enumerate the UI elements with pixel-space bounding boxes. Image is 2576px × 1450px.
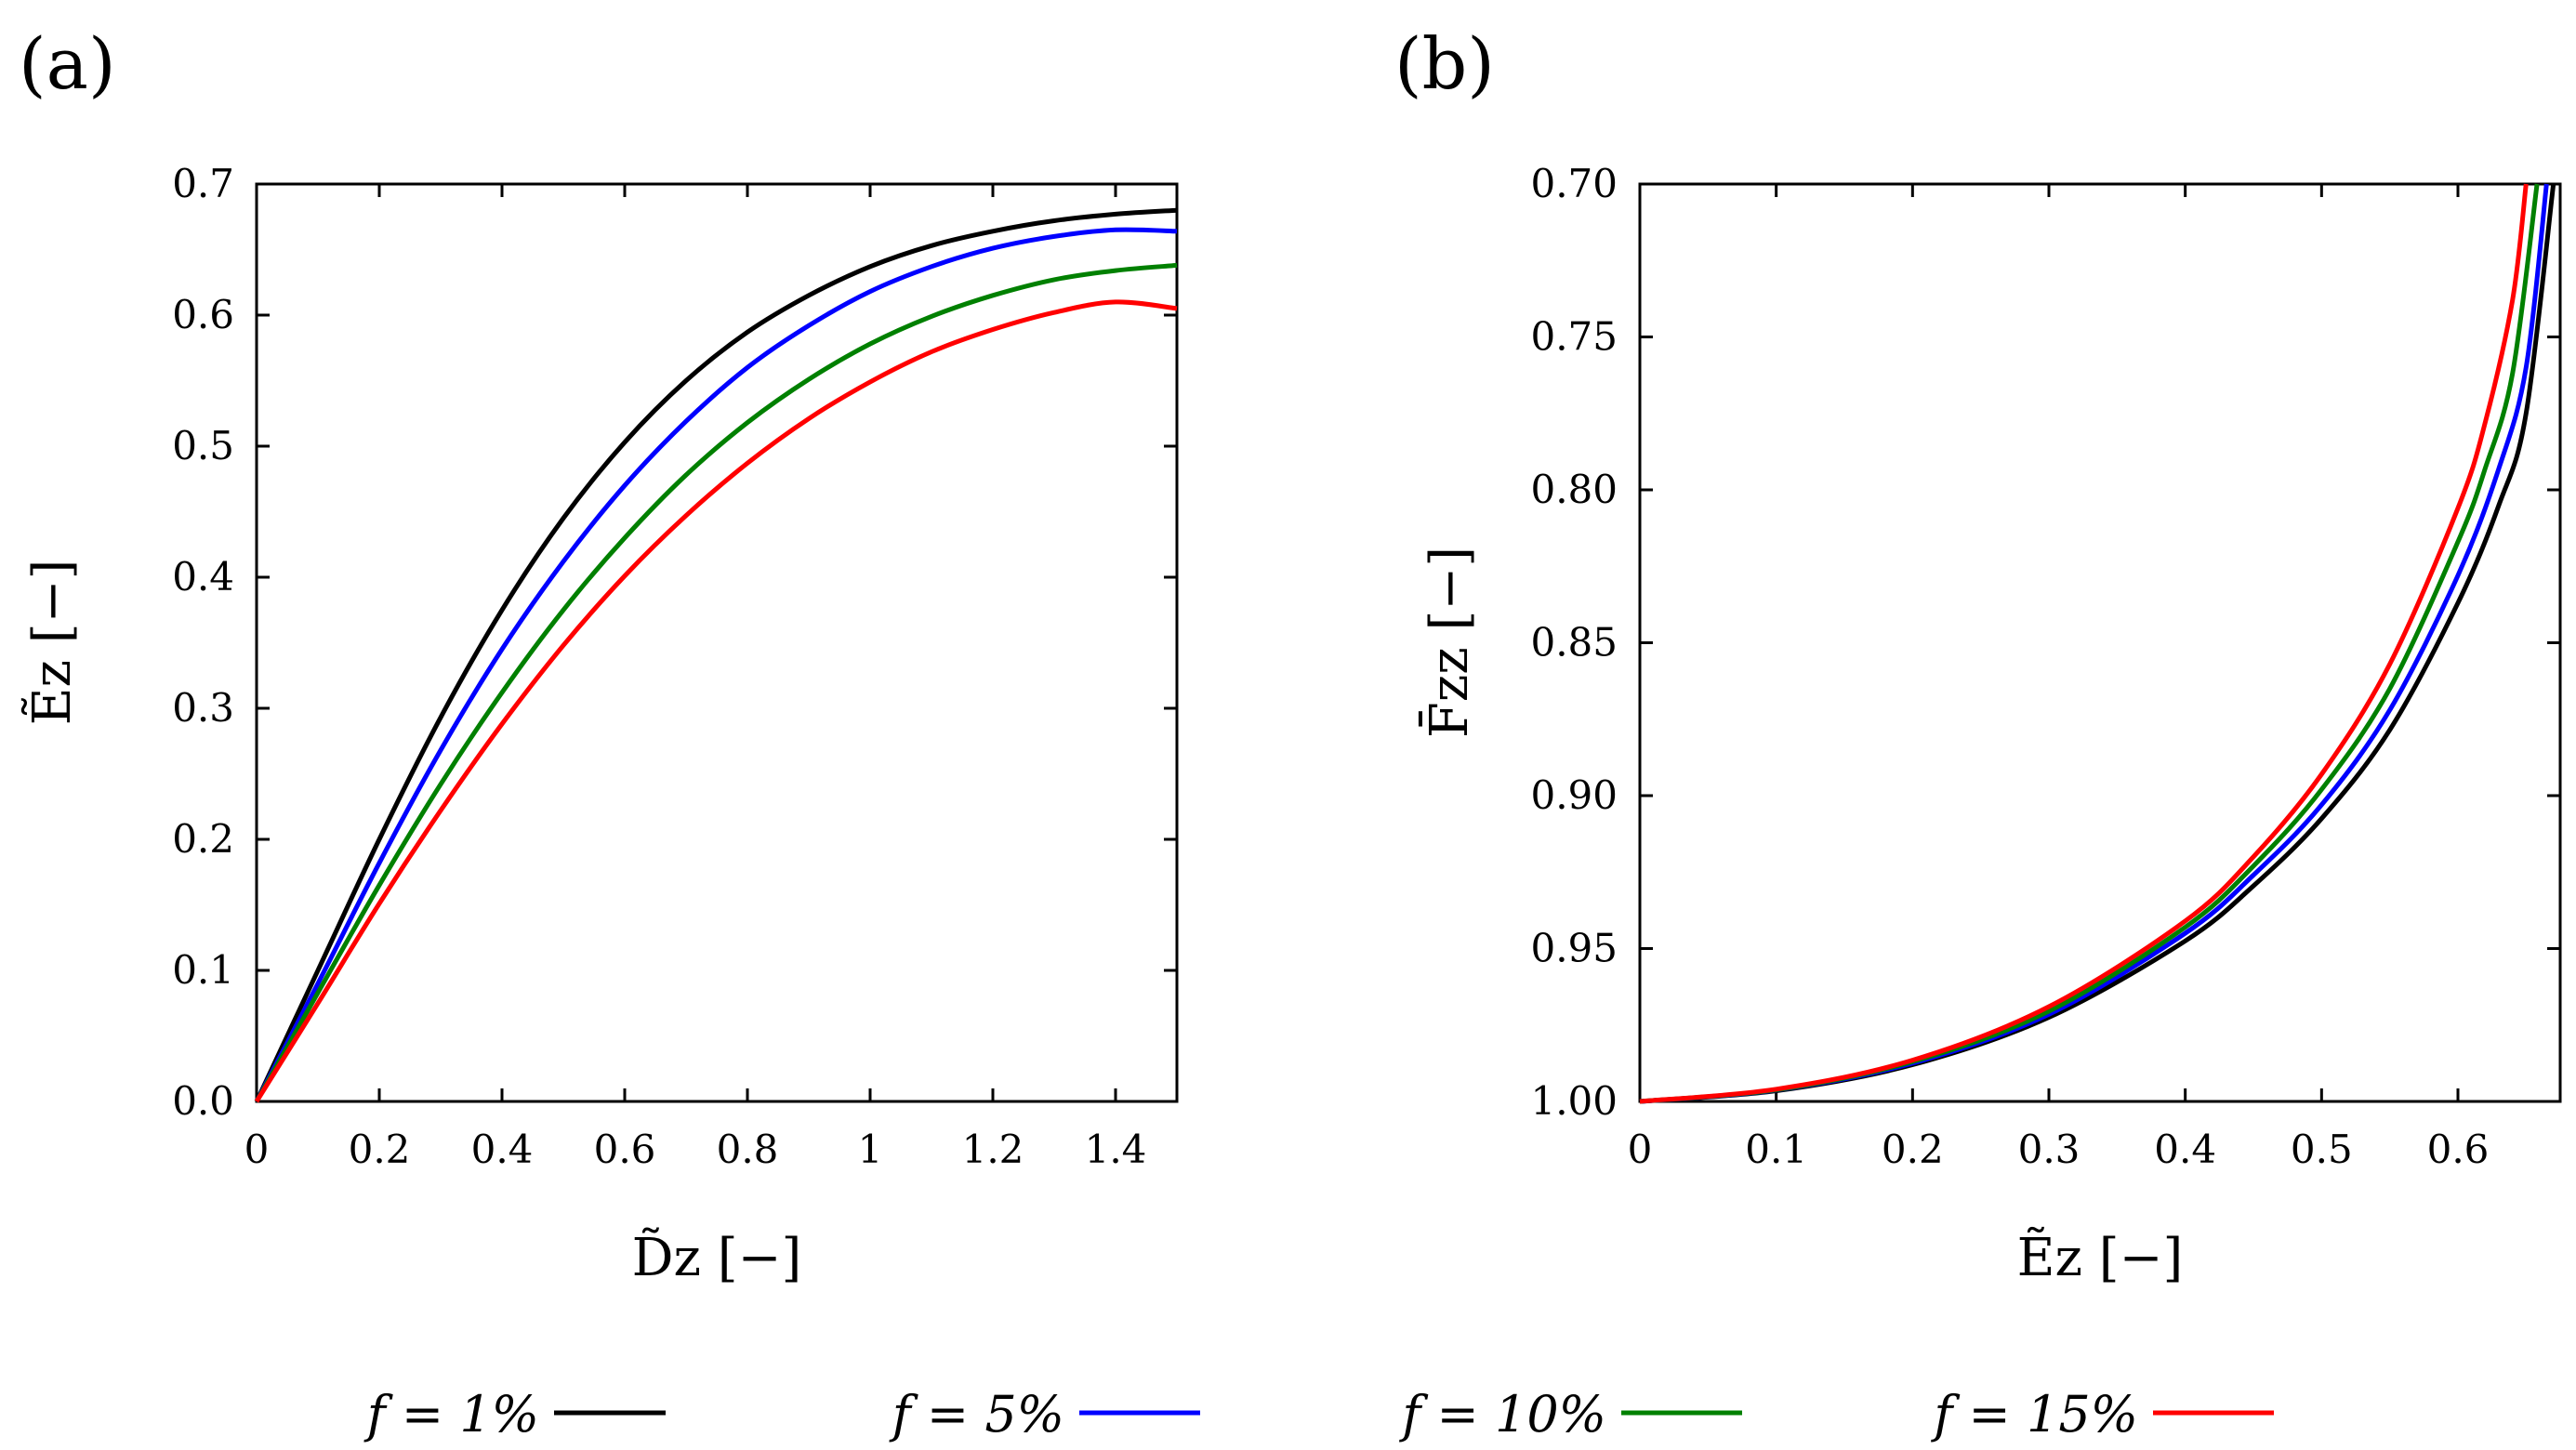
chart-a-ytick-label: 0.0 xyxy=(172,1078,234,1124)
legend-item-f1: f = 1% xyxy=(363,1385,666,1443)
chart-a-xtick-label: 0 xyxy=(244,1127,270,1172)
chart-b-frame xyxy=(1638,182,2562,1103)
chart-a-ytick-label: 0.2 xyxy=(172,816,234,862)
chart-a-frame xyxy=(255,182,1179,1103)
chart-b-xtick-label: 0.5 xyxy=(2291,1127,2353,1172)
chart-b-xtick-label: 0.6 xyxy=(2427,1127,2490,1172)
chart-b-ytick-label: 0.90 xyxy=(1530,772,1618,818)
legend-item-f5: f = 5% xyxy=(889,1385,1200,1443)
chart-a-ytick-label: 0.7 xyxy=(172,161,234,206)
legend-item-f10: f = 10% xyxy=(1398,1385,1742,1443)
legend-label: f = 1% xyxy=(363,1385,539,1443)
chart-b-xtick-label: 0.1 xyxy=(1745,1127,1807,1172)
chart-a-xtick-label: 0.4 xyxy=(471,1127,534,1172)
chart-b-ytick-label: 0.95 xyxy=(1530,926,1618,971)
chart-a-xtick-label: 1 xyxy=(858,1127,883,1172)
chart-a-ytick-label: 0.4 xyxy=(172,554,234,600)
chart-a-xtick-label: 0.8 xyxy=(717,1127,779,1172)
chart-a-ytick-label: 0.5 xyxy=(172,423,234,468)
chart-b-ticks: 0 0.1 0.2 0.3 0.4 0.5 0.6 0.70 0.75 0.80 0.85 0.90 0… xyxy=(1530,161,2560,1172)
chart-a-ytick-label: 0.1 xyxy=(172,947,234,993)
chart-b-series-4 xyxy=(1639,183,2529,1104)
chart-a-xtick-label: 1.2 xyxy=(962,1127,1024,1172)
chart-b-ytick-label: 0.70 xyxy=(1530,161,1618,206)
legend-label: f = 10% xyxy=(1398,1385,1606,1443)
panel-a-label: (a) xyxy=(19,22,116,105)
chart-a-xtick-label: 1.4 xyxy=(1085,1127,1147,1172)
chart-b: 0 0.1 0.2 0.3 0.4 0.5 0.6 0.70 0.75 0.80 0.85 0.90 0… xyxy=(1418,161,2562,1288)
chart-b-ytick-label: 0.85 xyxy=(1530,620,1618,666)
chart-b-series-1 xyxy=(1639,183,2556,1104)
chart-b-ylabel: F̄zz [−] xyxy=(1418,547,1480,738)
chart-b-xtick-label: 0.3 xyxy=(2018,1127,2081,1172)
chart-a-series-1 xyxy=(254,207,1178,1103)
chart-b-xtick-label: 0 xyxy=(1628,1127,1653,1172)
chart-a-series-2 xyxy=(254,227,1178,1103)
chart-b-ytick-label: 0.75 xyxy=(1530,314,1618,360)
chart-a-xlabel: D̃z [−] xyxy=(632,1227,802,1288)
chart-a-series xyxy=(254,207,1178,1103)
legend-item-f15: f = 15% xyxy=(1930,1385,2274,1443)
legend-label: f = 15% xyxy=(1930,1385,2138,1443)
chart-a-ytick-label: 0.6 xyxy=(172,292,234,337)
chart-b-xtick-label: 0.2 xyxy=(1882,1127,1944,1172)
chart-a-ylabel: Ẽz [−] xyxy=(20,560,83,726)
chart-a-xtick-label: 0.6 xyxy=(594,1127,656,1172)
chart-b-series xyxy=(1639,183,2556,1104)
legend-label: f = 5% xyxy=(889,1385,1064,1443)
chart-a-series-4 xyxy=(254,299,1178,1103)
panel-b-label: (b) xyxy=(1394,22,1495,105)
chart-b-xlabel: Ẽz [−] xyxy=(2017,1226,2184,1288)
legend: f = 1% f = 5% f = 10% f = 15% xyxy=(363,1385,2274,1443)
chart-a-xtick-label: 0.2 xyxy=(349,1127,411,1172)
chart-a-series-3 xyxy=(254,262,1178,1103)
chart-a: 0 0.2 0.4 0.6 0.8 1 1.2 1.4 0.0 0.1 0.2 0.3 0.4 0.5 0.… xyxy=(20,161,1179,1288)
chart-b-xtick-label: 0.4 xyxy=(2154,1127,2216,1172)
chart-b-ytick-label: 0.80 xyxy=(1530,467,1618,512)
chart-b-ytick-label: 1.00 xyxy=(1530,1078,1618,1124)
chart-a-ytick-label: 0.3 xyxy=(172,685,234,731)
chart-a-ticks: 0 0.2 0.4 0.6 0.8 1 1.2 1.4 0.0 0.1 0.2 0.3 0.4 0.5 0.… xyxy=(172,161,1177,1172)
